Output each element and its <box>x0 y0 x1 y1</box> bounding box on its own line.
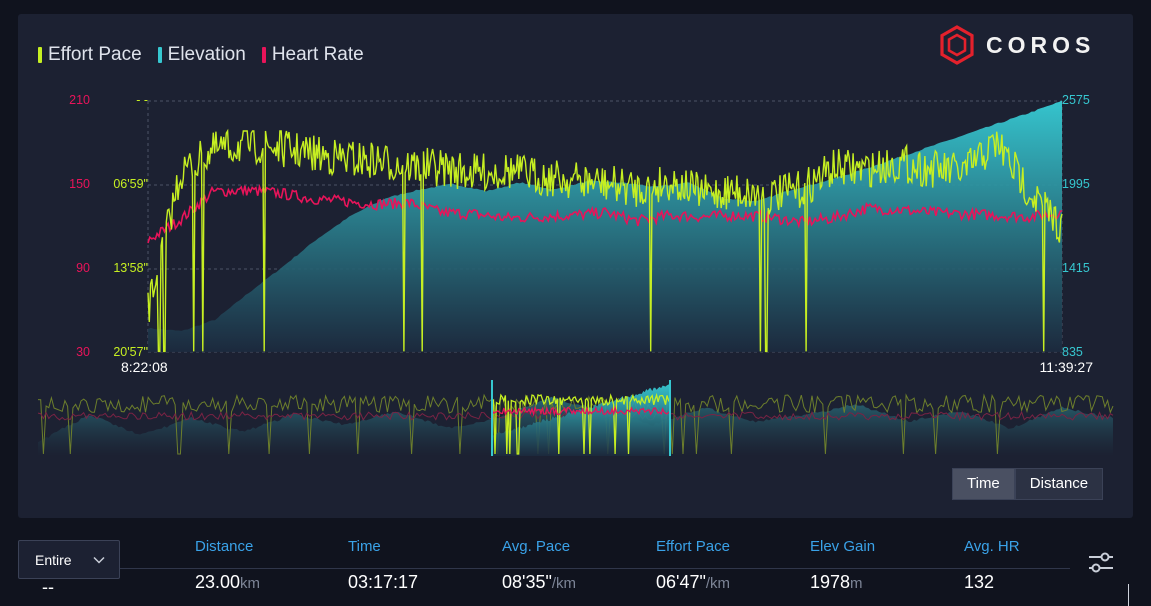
stat-time: Time 03:17:17 <box>348 538 418 593</box>
elevation-tick-label: 835 <box>1062 345 1083 359</box>
elevation-area <box>148 100 1062 352</box>
heart-rate-series-line <box>147 183 1063 244</box>
view-toggle: Time Distance <box>952 468 1104 500</box>
elevation-tick-label: 1415 <box>1062 261 1090 275</box>
stat-number: 132 <box>964 572 995 592</box>
effort-pace-swatch-icon <box>38 47 42 63</box>
stat-unit: km <box>240 575 261 592</box>
legend-label: Heart Rate <box>271 44 364 65</box>
pace-tick-label: 13'58" <box>113 261 148 275</box>
elevation-area-fill <box>148 100 1062 352</box>
range-row-value: -- <box>42 577 54 597</box>
overview-navigator[interactable] <box>37 380 1114 456</box>
legend-heart-rate[interactable]: Heart Rate <box>261 44 364 66</box>
distance-toggle-button[interactable]: Distance <box>1014 468 1104 500</box>
overview-selection-elevation <box>492 383 670 456</box>
legend-label: Effort Pace <box>48 44 142 65</box>
hr-tick-label: 30 <box>76 345 90 359</box>
activity-chart: 210 150 90 30 - - 06'59" 13'58" 20'57" 2575 1995 1… <box>37 93 1114 456</box>
stat-elev-gain: Elev Gain 1978m <box>810 538 875 593</box>
legend-elevation[interactable]: Elevation <box>157 44 246 66</box>
x-end-label: 11:39:27 <box>1040 359 1094 375</box>
stat-label: Time <box>348 538 381 555</box>
sliders-settings-icon[interactable] <box>1088 551 1114 575</box>
stat-value: 23.00km <box>195 572 260 593</box>
hr-tick-label: 150 <box>69 177 90 191</box>
pace-tick-label: 06'59" <box>113 177 148 191</box>
coros-logo: COROS <box>938 24 1095 66</box>
effort-pace-series-line <box>147 128 1063 353</box>
heart-rate-line <box>147 183 1063 244</box>
stat-number: 23.00 <box>195 572 241 592</box>
stat-unit: /km <box>551 575 577 592</box>
chevron-down-icon <box>93 556 105 564</box>
stat-number: 06'47" <box>656 572 706 592</box>
stat-value: 1978m <box>810 572 875 593</box>
legend-effort-pace[interactable]: Effort Pace <box>38 44 142 66</box>
stat-number: 03:17:17 <box>348 572 419 592</box>
stat-distance: Distance 23.00km <box>195 538 260 593</box>
stat-number: 1978 <box>810 572 851 592</box>
hr-tick-label: 210 <box>69 93 90 107</box>
chart-legend: Effort Pace Elevation Heart Rate <box>38 44 364 66</box>
stat-value: 03:17:17 <box>348 572 418 593</box>
stat-label: Avg. HR <box>964 538 1020 555</box>
stat-value: 06'47"/km <box>656 572 730 593</box>
stat-avg-hr: Avg. HR 132 <box>964 538 1020 593</box>
stats-divider <box>120 568 1070 569</box>
window-edge-mark <box>1128 584 1129 606</box>
range-dropdown-value: Entire <box>35 551 72 568</box>
chart-axes: 210 150 90 30 - - 06'59" 13'58" 20'57" 2575 1995 1… <box>69 93 1090 359</box>
heart-rate-swatch-icon <box>261 47 266 63</box>
stat-number: 08'35" <box>502 572 552 592</box>
time-range-labels: 8:22:08 11:39:27 <box>121 359 1093 375</box>
stat-avg-pace: Avg. Pace 08'35"/km <box>502 538 576 593</box>
overview-selection-pace <box>492 392 670 455</box>
x-start-label: 8:22:08 <box>121 359 168 375</box>
pace-tick-label: - - <box>136 93 148 107</box>
stat-label: Avg. Pace <box>502 538 571 555</box>
logo-text: COROS <box>986 31 1096 58</box>
time-toggle-button[interactable]: Time <box>952 468 1015 500</box>
stat-unit: /km <box>705 575 731 592</box>
overview-pace-line <box>37 393 1114 455</box>
elevation-tick-label: 2575 <box>1062 93 1090 107</box>
stat-unit: m <box>850 575 863 592</box>
legend-label: Elevation <box>167 44 246 65</box>
coros-hexagon-logo-icon <box>940 25 974 65</box>
stat-label: Effort Pace <box>656 538 730 555</box>
stat-label: Distance <box>195 538 254 555</box>
stat-effort-pace: Effort Pace 06'47"/km <box>656 538 730 593</box>
overview-selection-heart-rate <box>492 405 670 417</box>
stat-value: 08'35"/km <box>502 572 576 593</box>
hr-tick-label: 90 <box>76 261 90 275</box>
elevation-swatch-icon <box>157 47 162 63</box>
elevation-tick-label: 1995 <box>1062 177 1090 191</box>
range-dropdown[interactable]: Entire <box>18 540 120 579</box>
overview-selection <box>492 383 670 456</box>
stat-value: 132 <box>964 572 1020 593</box>
effort-pace-line <box>147 128 1063 353</box>
pace-tick-label: 20'57" <box>113 345 148 359</box>
stat-label: Elev Gain <box>810 538 876 555</box>
